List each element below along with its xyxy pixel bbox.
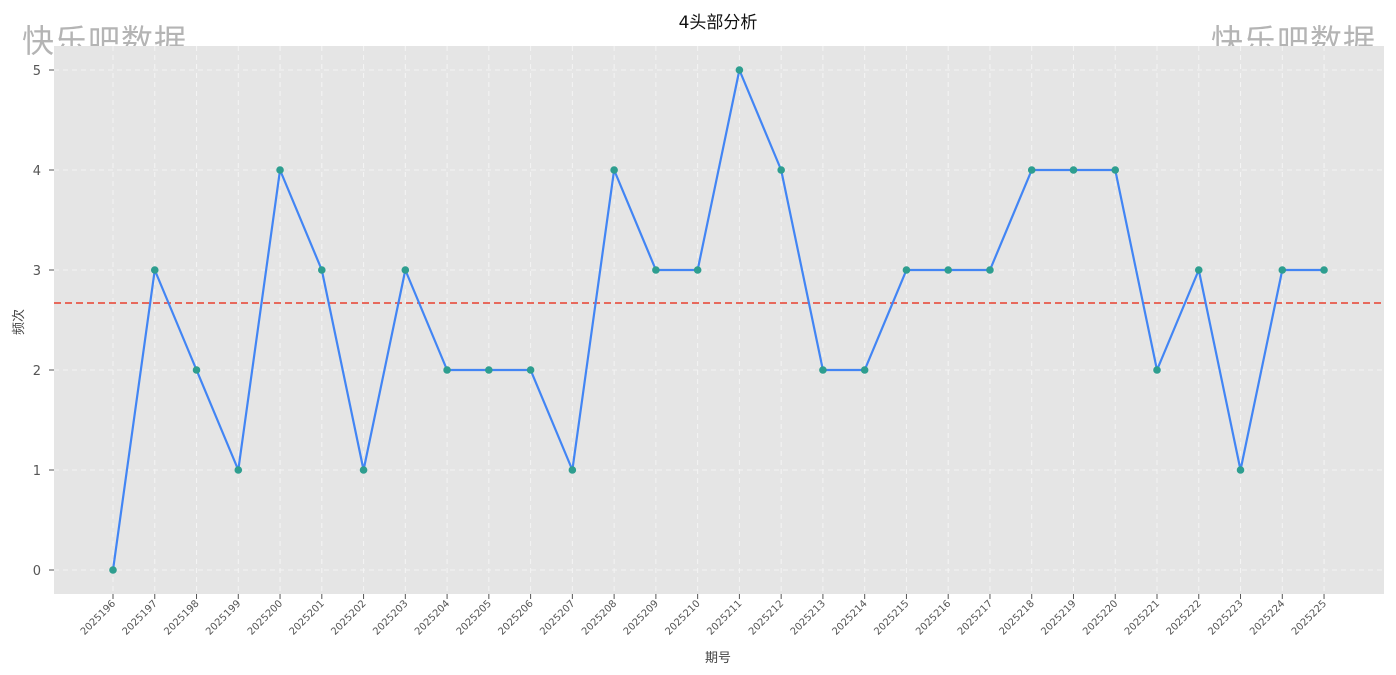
data-point — [902, 266, 911, 274]
x-tick-label: 2025199 — [204, 598, 243, 637]
data-point — [526, 366, 535, 374]
y-tick-label: 0 — [33, 564, 41, 579]
x-tick-label: 2025208 — [580, 598, 619, 637]
x-tick-label: 2025224 — [1248, 598, 1287, 637]
data-point — [1236, 466, 1245, 474]
data-point — [359, 466, 368, 474]
data-point — [1069, 166, 1078, 174]
x-tick-label: 2025196 — [79, 598, 118, 637]
x-tick-label: 2025212 — [747, 598, 786, 637]
data-point — [735, 66, 744, 74]
data-point — [819, 366, 827, 374]
x-tick-label: 2025201 — [288, 598, 327, 637]
data-point — [1153, 366, 1161, 374]
data-point — [1111, 166, 1120, 174]
data-point — [1194, 266, 1203, 274]
x-tick-label: 2025205 — [455, 598, 494, 637]
data-point — [610, 166, 618, 174]
data-point — [443, 366, 451, 374]
x-tick-label: 2025214 — [831, 598, 870, 637]
data-point — [1278, 266, 1287, 274]
data-point — [986, 266, 994, 274]
data-point — [1027, 166, 1036, 174]
x-tick-label: 2025204 — [413, 598, 452, 637]
y-tick-label: 4 — [33, 164, 41, 179]
x-tick-label: 2025210 — [663, 598, 702, 637]
grid — [54, 46, 1384, 594]
series-line — [111, 68, 1325, 571]
plot-area — [54, 46, 1384, 594]
x-axis-label: 期号 — [705, 651, 731, 666]
data-point — [652, 266, 660, 274]
data-point — [944, 266, 952, 274]
y-axis-label: 频次 — [11, 309, 27, 335]
x-tick-label: 2025197 — [121, 598, 160, 637]
data-point — [860, 366, 869, 374]
x-tick-label: 2025225 — [1290, 598, 1329, 637]
data-markers — [109, 66, 1328, 574]
x-tick-label: 2025198 — [162, 598, 201, 637]
data-point — [192, 366, 201, 374]
data-point — [485, 366, 493, 374]
x-tick-label: 2025200 — [246, 598, 285, 637]
x-tick-label: 2025213 — [789, 598, 828, 637]
data-point — [234, 466, 243, 474]
x-tick-label: 2025219 — [1039, 598, 1078, 637]
y-tick-label: 1 — [33, 464, 41, 479]
x-tick-label: 2025218 — [998, 598, 1037, 637]
x-tick-label: 2025220 — [1081, 598, 1120, 637]
data-point — [568, 466, 577, 474]
x-tick-label: 2025215 — [872, 598, 911, 637]
data-point — [693, 266, 702, 274]
x-tick-label: 2025203 — [371, 598, 410, 637]
data-point — [1320, 266, 1328, 274]
x-tick-label: 2025211 — [705, 598, 744, 637]
x-tick-label: 2025216 — [914, 598, 953, 637]
data-point — [401, 266, 410, 274]
x-tick-label: 2025209 — [622, 598, 661, 637]
data-point — [276, 166, 284, 174]
x-tick-label: 2025206 — [496, 598, 535, 637]
chart-title: 4头部分析 — [679, 13, 758, 33]
x-tick-label: 2025202 — [329, 598, 368, 637]
data-point — [150, 266, 159, 274]
x-tick-label: 2025217 — [956, 598, 995, 637]
x-tick-label: 2025221 — [1123, 598, 1162, 637]
x-tick-label: 2025207 — [538, 598, 577, 637]
data-point — [318, 266, 326, 274]
data-point — [777, 166, 785, 174]
data-point — [109, 566, 117, 574]
x-tick-label: 2025223 — [1206, 598, 1245, 637]
x-tick-label: 2025222 — [1165, 598, 1204, 637]
y-tick-label: 5 — [33, 64, 41, 79]
y-tick-label: 3 — [33, 264, 41, 279]
y-tick-label: 2 — [33, 364, 41, 379]
